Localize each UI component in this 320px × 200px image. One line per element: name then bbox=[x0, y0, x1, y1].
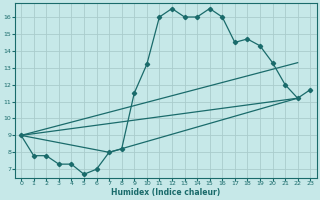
X-axis label: Humidex (Indice chaleur): Humidex (Indice chaleur) bbox=[111, 188, 220, 197]
